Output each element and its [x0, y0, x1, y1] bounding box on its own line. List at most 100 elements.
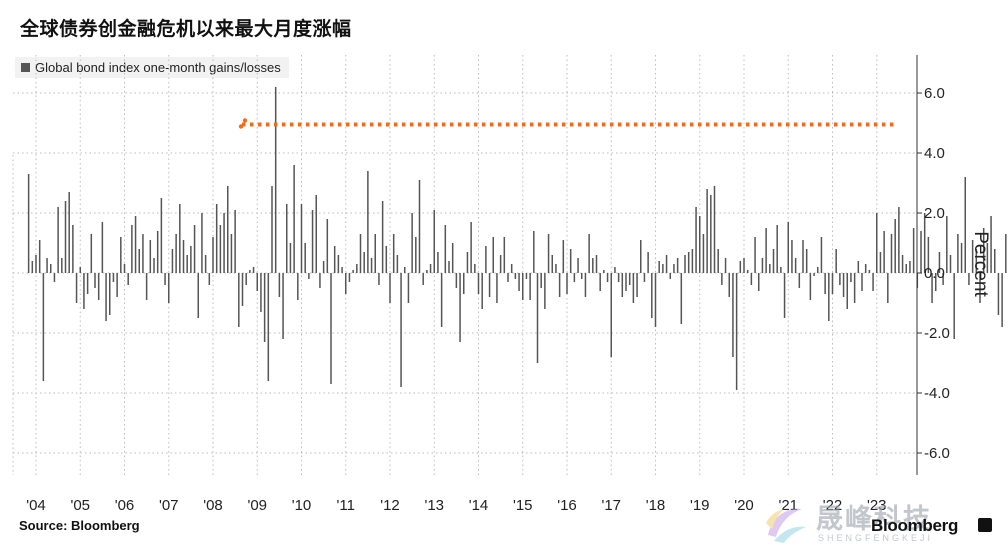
bar: [444, 225, 447, 273]
bar: [610, 273, 612, 357]
y-tick-label: 2.0: [924, 205, 945, 222]
bar: [249, 270, 251, 273]
bar: [507, 273, 509, 282]
bar: [887, 273, 889, 303]
bar: [407, 273, 410, 303]
bar: [982, 228, 985, 273]
bar: [890, 234, 893, 273]
bar: [842, 273, 845, 297]
bar: [953, 273, 955, 339]
bar: [131, 225, 133, 273]
x-tick-label: '05: [70, 497, 90, 514]
bar: [643, 273, 646, 282]
y-tick-label: -4.0: [924, 385, 950, 402]
bar: [746, 270, 749, 273]
bar: [923, 213, 926, 273]
bar: [979, 273, 981, 303]
bar: [429, 264, 432, 273]
bar: [503, 237, 506, 273]
bar: [149, 240, 152, 273]
bar: [647, 252, 649, 273]
bar: [392, 234, 395, 273]
bar: [525, 273, 528, 279]
bar: [606, 273, 609, 282]
bar: [894, 219, 896, 273]
bar: [42, 273, 45, 381]
bar: [459, 273, 461, 342]
bar: [946, 216, 948, 273]
bar: [440, 273, 443, 327]
bar: [466, 252, 469, 273]
bar: [772, 249, 775, 273]
bar: [168, 273, 170, 303]
bar: [127, 273, 129, 285]
bar: [957, 234, 959, 273]
bar: [138, 249, 140, 273]
bar: [101, 222, 104, 273]
watermark-chinese: 晟峰科技: [816, 504, 932, 535]
x-tick-label: '17: [601, 497, 621, 514]
bar: [64, 201, 67, 273]
bar: [396, 255, 399, 273]
x-tick-label: '10: [292, 497, 312, 514]
bar: [160, 198, 163, 273]
bar: [134, 216, 137, 273]
bar: [794, 258, 797, 273]
bar: [337, 255, 340, 273]
bar: [820, 237, 823, 273]
bar: [968, 273, 970, 285]
bar: [278, 273, 281, 297]
bar: [156, 231, 159, 273]
bar: [1005, 234, 1007, 273]
bar: [120, 237, 122, 273]
bar: [330, 273, 332, 384]
bar: [960, 243, 963, 273]
bar: [625, 273, 627, 291]
bar: [326, 219, 329, 273]
bar: [190, 246, 192, 273]
bar: [53, 273, 56, 282]
bar: [481, 273, 483, 309]
bar: [359, 234, 362, 273]
bar: [179, 204, 181, 273]
bar: [308, 273, 310, 279]
bar: [551, 255, 553, 273]
bar: [680, 273, 683, 324]
bar: [828, 273, 830, 321]
bar: [758, 273, 760, 291]
bar: [769, 264, 771, 273]
bar: [529, 273, 531, 300]
bar: [193, 225, 196, 273]
bar: [499, 255, 502, 273]
x-tick-label: '23: [867, 497, 887, 514]
bar: [912, 228, 915, 273]
y-axis: 6.0 4.0 2.0 0.0 -2.0 -4.0 -6.0 Percent: [916, 55, 991, 475]
bloomberg-logo: Bloomberg: [871, 516, 959, 535]
bar: [86, 273, 89, 294]
bar: [569, 249, 572, 273]
bar: [617, 273, 620, 282]
bar: [333, 246, 336, 273]
bar: [289, 243, 292, 273]
bar: [573, 273, 576, 282]
bar: [802, 240, 804, 273]
x-tick-label: '13: [424, 497, 444, 514]
bar: [798, 273, 801, 288]
reference-line-layer: [238, 118, 894, 129]
bar: [846, 273, 848, 309]
bar: [990, 216, 992, 273]
bar: [949, 255, 952, 273]
source-note: Source: Bloomberg: [19, 518, 140, 533]
bar: [986, 243, 989, 273]
bar: [61, 258, 63, 273]
x-tick-label: '22: [823, 497, 843, 514]
bar: [145, 273, 148, 300]
bar: [68, 192, 70, 273]
bar: [599, 273, 601, 291]
bar: [717, 249, 719, 273]
bar: [370, 258, 373, 273]
bar: [422, 273, 424, 285]
bar: [238, 273, 240, 327]
watermark-logo-icon: [766, 508, 806, 543]
x-tick-label: '04: [26, 497, 46, 514]
